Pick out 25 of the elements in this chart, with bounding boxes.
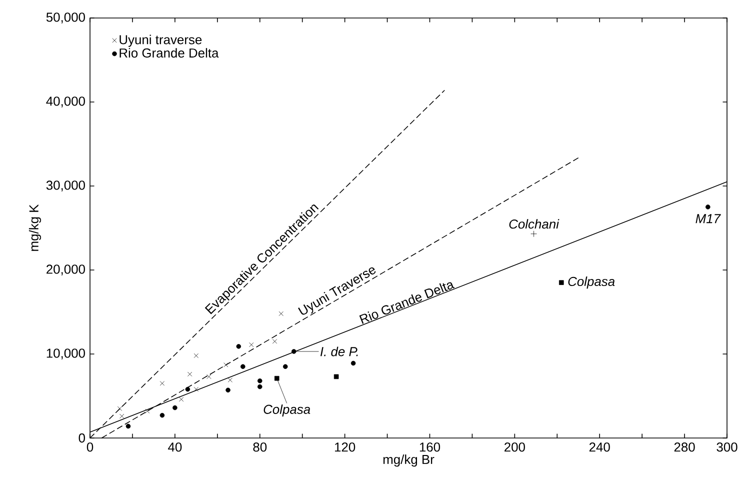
x-tick-label: 160 [420, 442, 440, 452]
annotation: Colchani [509, 219, 560, 229]
x-axis-title: mg/kg Br [383, 454, 434, 467]
y-tick-label: 20,000 [46, 264, 85, 276]
y-tick-label: 10,000 [46, 348, 85, 360]
annotation: Colpasa [568, 276, 615, 289]
x-tick-label: 0 [86, 442, 94, 452]
annotation: Colpasa [264, 404, 310, 417]
legend-label: Uyuni traverse [120, 34, 202, 47]
text: Rio Grande Delta [359, 282, 455, 324]
y-tick-label: 30,000 [46, 180, 85, 192]
x-tick-label: 80 [253, 442, 267, 452]
y-axis-title: mg/kg K [28, 204, 42, 251]
y-tick-label: 40,000 [46, 96, 85, 108]
annotation: M17 [696, 214, 721, 224]
x-tick-label: 240 [589, 442, 610, 452]
x-tick-label: 300 [716, 442, 738, 452]
y-tick-label: 50,000 [46, 12, 85, 24]
x-tick-label: 280 [674, 442, 695, 452]
x-tick-label: 120 [334, 442, 356, 452]
x-tick-label: 200 [504, 442, 525, 452]
y-tick-label: 0 [78, 433, 85, 443]
legend-label: Rio Grande Delta [120, 48, 219, 58]
annotation: I. de P. [320, 346, 358, 356]
x-tick-label: 40 [168, 442, 182, 452]
